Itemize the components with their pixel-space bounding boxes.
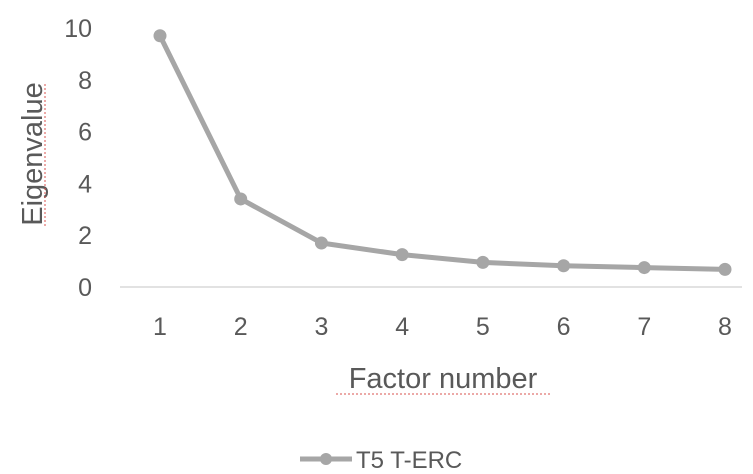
data-point — [395, 248, 409, 262]
series-line — [157, 33, 728, 272]
x-tick-label: 7 — [637, 313, 651, 341]
y-tick-label: 4 — [78, 170, 92, 198]
x-tick-label: 8 — [718, 313, 732, 341]
data-point — [234, 192, 248, 206]
y-tick-label: 2 — [78, 222, 92, 250]
data-point — [557, 259, 571, 273]
series-group — [153, 29, 732, 276]
x-tick-label: 2 — [234, 313, 248, 341]
x-tick-label: 3 — [314, 313, 328, 341]
legend: T5 T-ERC — [300, 447, 462, 474]
y-tick-labels: 0 2 4 6 8 10 — [64, 15, 92, 302]
data-point — [718, 262, 732, 276]
y-tick-label: 0 — [78, 274, 92, 302]
y-tick-label: 6 — [78, 119, 92, 147]
legend-marker — [320, 453, 332, 465]
x-tick-label: 5 — [476, 313, 490, 341]
data-point — [153, 29, 167, 43]
x-tick-label: 4 — [395, 313, 409, 341]
x-axis-title: Factor number — [349, 363, 538, 395]
y-axis-title: Eigenvalue — [17, 82, 49, 226]
x-tick-labels: 1 2 3 4 5 6 7 8 — [153, 313, 732, 341]
x-tick-label: 1 — [153, 313, 167, 341]
data-point — [637, 261, 651, 275]
x-tick-label: 6 — [557, 313, 571, 341]
y-tick-label: 10 — [64, 15, 92, 43]
legend-label: T5 T-ERC — [356, 447, 462, 474]
data-point — [476, 255, 490, 269]
y-tick-label: 8 — [78, 67, 92, 95]
data-point — [314, 236, 328, 250]
